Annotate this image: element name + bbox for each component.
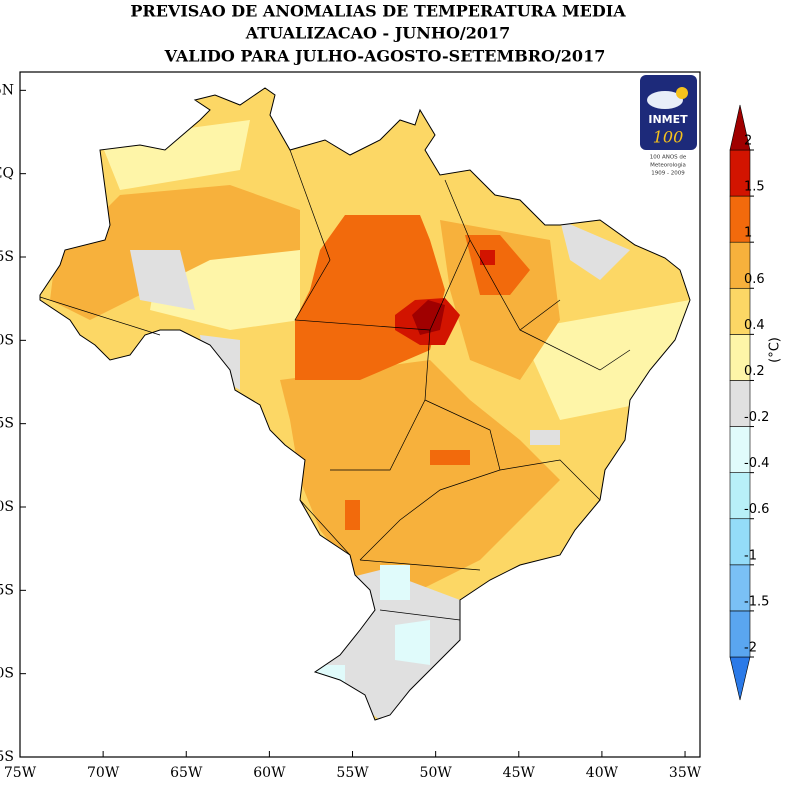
- anomaly-region: [412, 300, 445, 335]
- colorbar-label: -0.4: [744, 456, 769, 471]
- colorbar-label: 2: [744, 134, 752, 149]
- colorbar-label: -1: [744, 548, 757, 563]
- logo: INMET 100 100 ANOS de Meteorologia 1909 …: [640, 75, 697, 177]
- x-tick-label: 75W: [4, 765, 37, 781]
- colorbar-label: -0.2: [744, 410, 769, 425]
- y-tick-label: 15S: [0, 416, 14, 432]
- y-tick-label: EQ: [0, 166, 14, 182]
- y-tick-label: 5N: [0, 82, 14, 98]
- colorbar-label: 0.4: [744, 318, 765, 333]
- x-tick-label: 35W: [669, 765, 702, 781]
- colorbar-unit: (°C): [768, 337, 783, 363]
- logo-caption: Meteorologia: [650, 163, 686, 169]
- x-tick-label: 50W: [420, 765, 453, 781]
- logo-name: INMET: [648, 113, 688, 126]
- logo-caption: 100 ANOS de: [650, 155, 687, 161]
- map-frame: [19, 71, 701, 758]
- colorbar-label: 1.5: [744, 180, 765, 195]
- anomaly-field: [40, 88, 690, 720]
- y-tick-label: 30S: [0, 666, 14, 682]
- colorbar-label: -1.5: [744, 594, 769, 609]
- colorbar-label: 1: [744, 226, 752, 241]
- anomaly-region: [315, 565, 430, 700]
- logo-number: 100: [653, 128, 684, 147]
- y-tick-label: 20S: [0, 499, 14, 515]
- map-area: [39, 87, 691, 721]
- logo-caption: 1909 - 2009: [651, 171, 685, 177]
- anomaly-region: [50, 185, 560, 590]
- y-tick-label: 35S: [0, 749, 14, 765]
- x-tick-label: 45W: [503, 765, 536, 781]
- title-line: ATUALIZACAO - JUNHO/2017: [245, 24, 511, 43]
- logo-sun: [676, 87, 688, 99]
- x-tick-label: 55W: [336, 765, 369, 781]
- anomaly-region: [130, 220, 630, 720]
- y-tick-label: 25S: [0, 582, 14, 598]
- x-tick-label: 65W: [170, 765, 203, 781]
- title-line: PREVISAO DE ANOMALIAS DE TEMPERATURA MED…: [130, 2, 626, 21]
- colorbar-label: -0.6: [744, 502, 769, 517]
- y-tick-label: 10S: [0, 332, 14, 348]
- title-line: VALIDO PARA JULHO-AGOSTO-SETEMBRO/2017: [164, 47, 606, 66]
- x-tick-label: 60W: [253, 765, 286, 781]
- anomaly-region: [295, 215, 530, 530]
- colorbar-label: -2: [744, 641, 757, 656]
- colorbar-segment: [729, 656, 751, 701]
- colorbar-label: 0.6: [744, 272, 765, 287]
- state-borders: [39, 149, 631, 621]
- colorbar-segment: [729, 104, 751, 151]
- x-tick-label: 70W: [87, 765, 120, 781]
- y-tick-label: 5S: [0, 249, 14, 265]
- colorbar-label: 0.2: [744, 364, 765, 379]
- x-tick-label: 40W: [586, 765, 619, 781]
- logo-cloud: [647, 91, 683, 109]
